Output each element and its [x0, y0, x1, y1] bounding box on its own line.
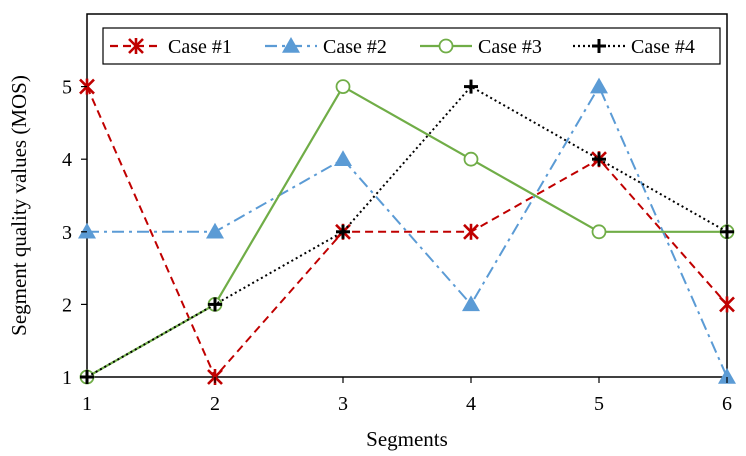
x-tick-label: 6 [722, 393, 732, 415]
legend-entry: Case #1 [110, 36, 232, 58]
series-line [86, 85, 728, 378]
data-point [462, 295, 480, 312]
x-axis-title: Segments [366, 427, 448, 451]
data-point [464, 79, 478, 94]
data-point [335, 79, 351, 94]
legend-label: Case #1 [168, 36, 232, 58]
y-tick-label: 2 [62, 294, 72, 316]
x-tick-label: 4 [466, 393, 476, 415]
legend-label: Case #3 [478, 36, 542, 58]
y-axis-title: Segment quality values (MOS) [7, 75, 31, 336]
legend-label: Case #2 [323, 36, 387, 58]
x-tick-label: 5 [594, 393, 604, 415]
data-point [719, 296, 735, 313]
x-tick-label: 1 [82, 393, 92, 415]
data-point [590, 77, 608, 94]
legend: Case #1 Case #2 Case #3 Case #4 [102, 27, 721, 65]
data-point [463, 151, 479, 167]
data-point [720, 224, 734, 239]
y-tick-label: 5 [62, 77, 72, 99]
data-point [334, 150, 352, 166]
x-tick-label: 3 [338, 393, 348, 415]
data-point [78, 222, 96, 239]
data-point [336, 224, 350, 239]
series-line [86, 86, 728, 379]
legend-entry: Case #2 [265, 36, 387, 58]
series-2 [78, 77, 736, 384]
data-point [592, 152, 606, 167]
series-line [87, 84, 728, 378]
x-tick-label: 2 [210, 393, 220, 415]
legend-box [102, 27, 721, 65]
data-point [463, 223, 479, 240]
legend-entry: Case #3 [420, 36, 542, 58]
y-tick-label: 3 [62, 222, 72, 244]
data-point [591, 224, 607, 240]
legend-marker [128, 38, 144, 54]
y-tick-label: 4 [62, 149, 72, 171]
legend-marker [438, 38, 454, 54]
data-point [206, 222, 224, 239]
y-tick-label: 1 [62, 367, 72, 389]
axes: 1 2 3 4 5 1 2 3 4 5 6 [62, 77, 732, 415]
legend-label: Case #4 [631, 36, 695, 58]
legend-marker [282, 37, 300, 53]
series-group [78, 77, 736, 385]
legend-marker [592, 39, 606, 53]
data-point [208, 297, 222, 312]
legend-entry: Case #4 [573, 36, 695, 58]
data-point [718, 368, 736, 384]
series-line [86, 85, 727, 378]
